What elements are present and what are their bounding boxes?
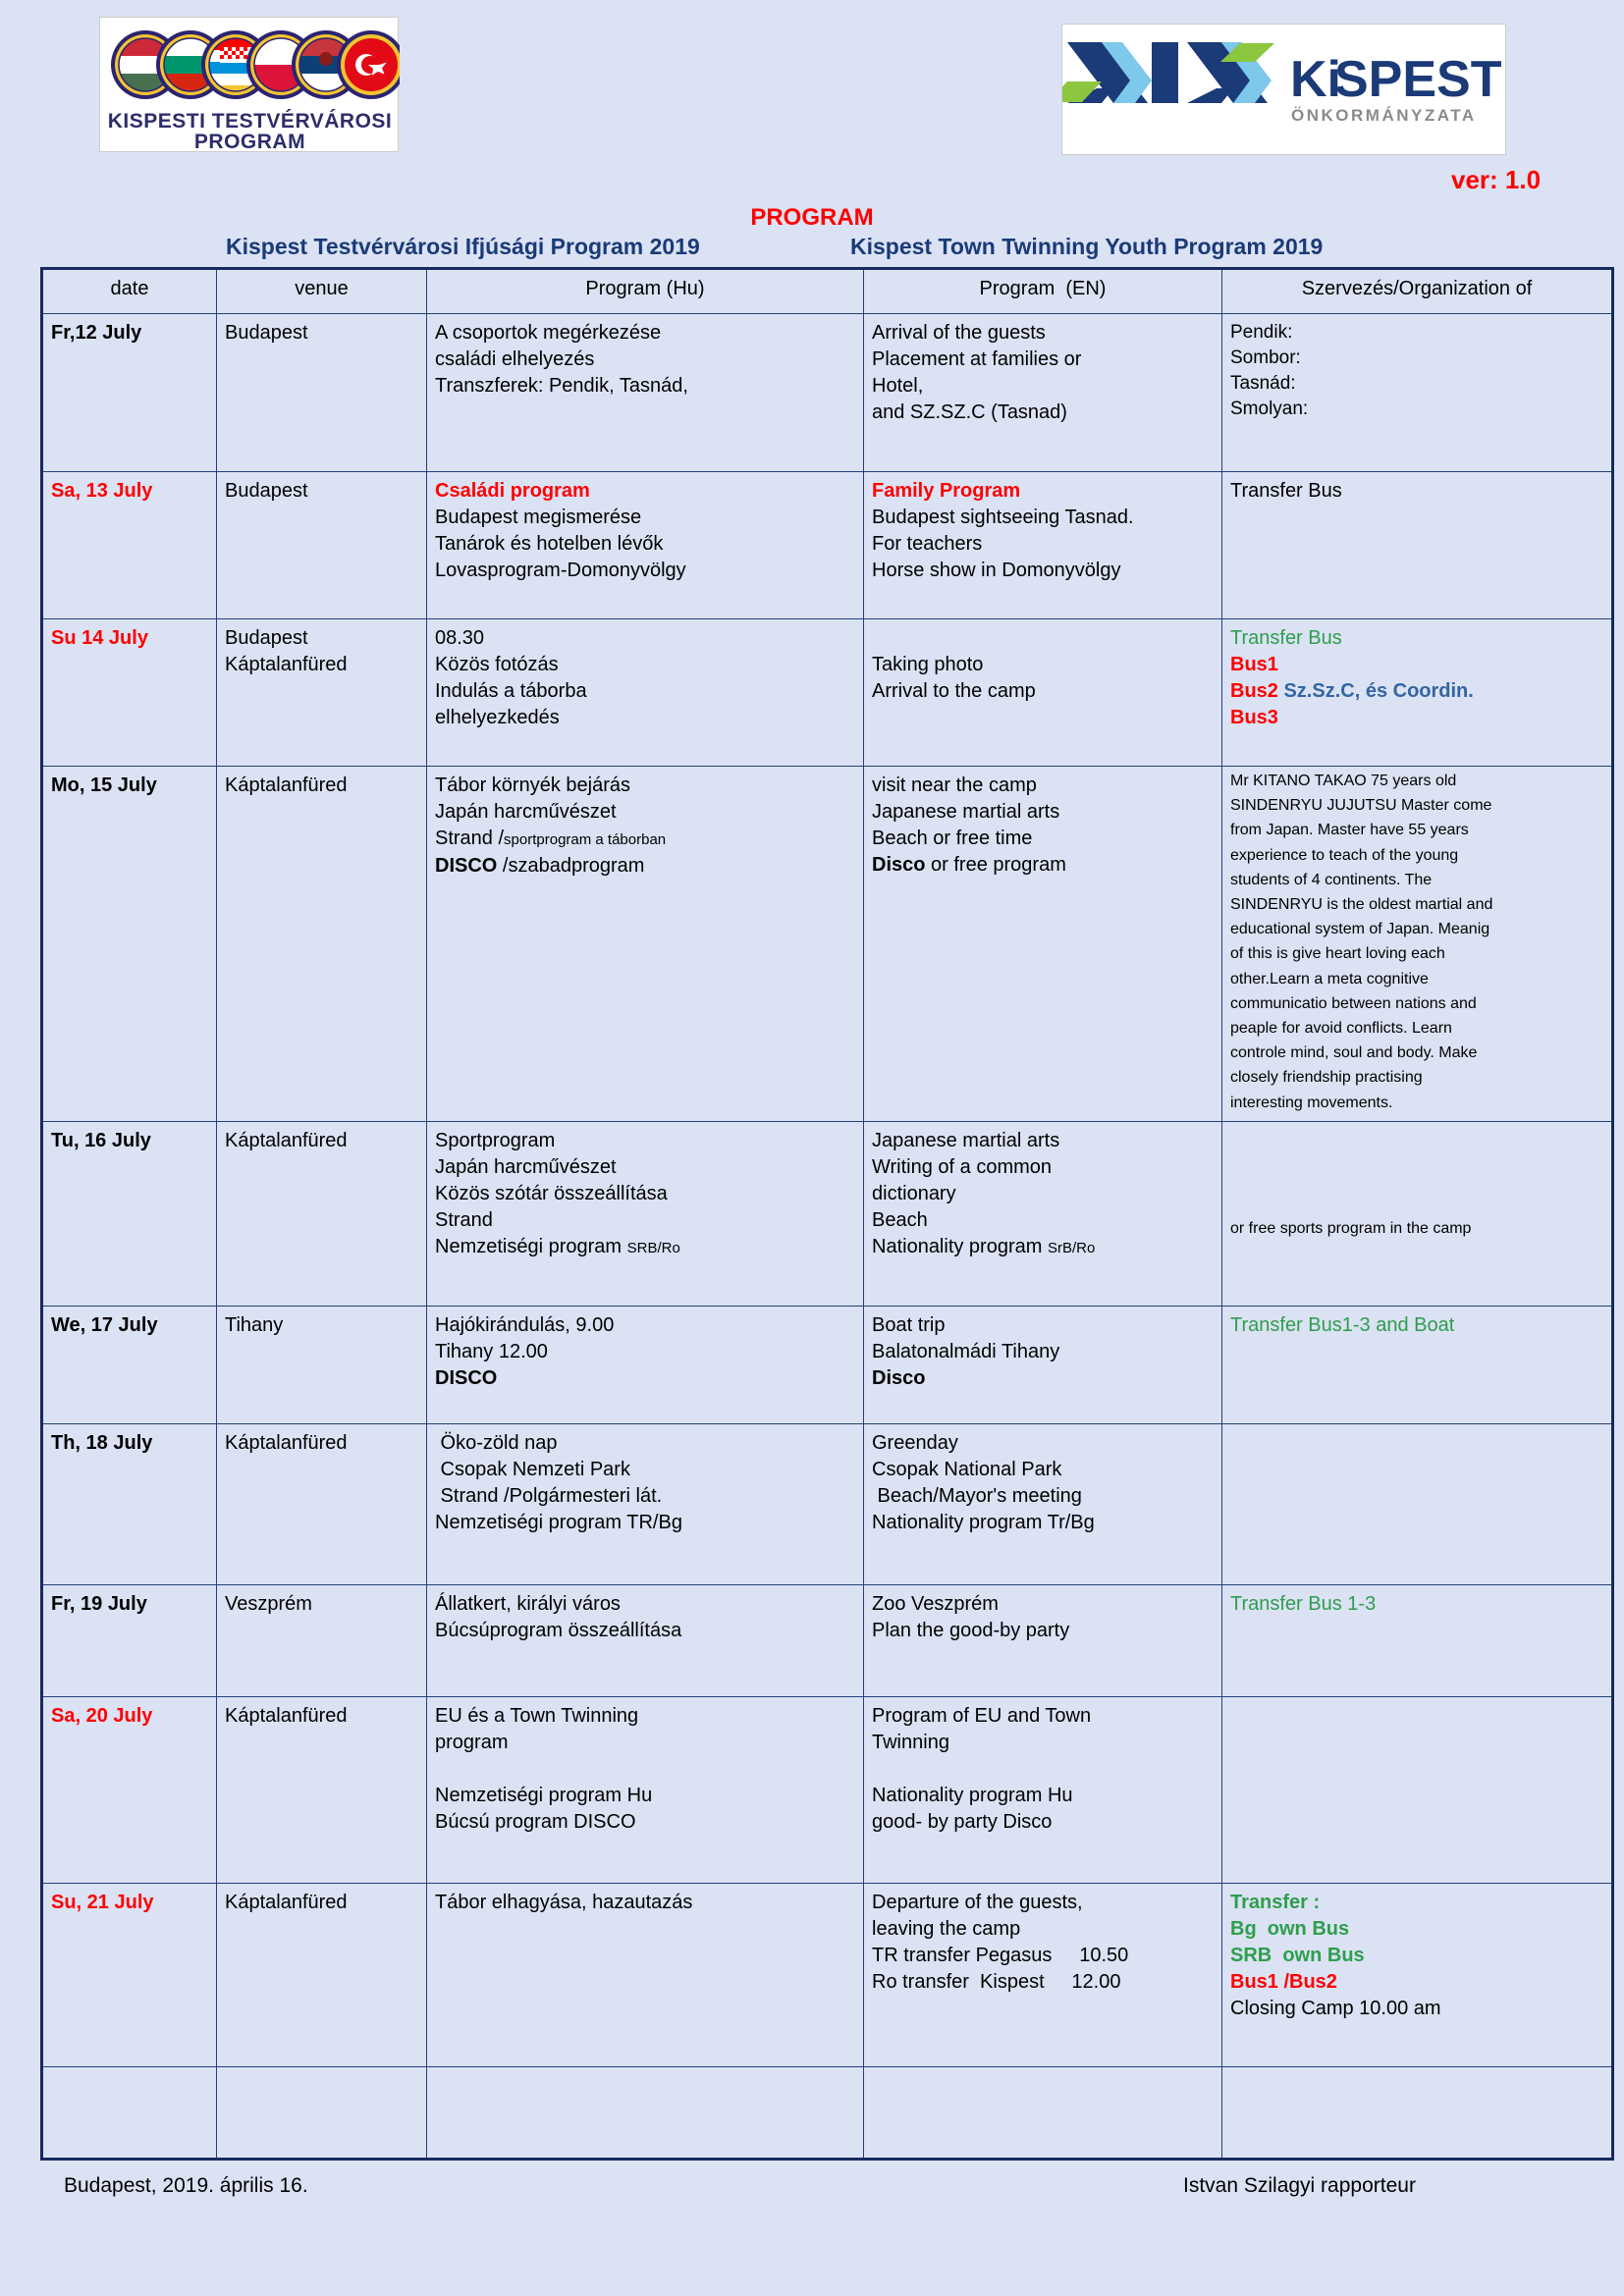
svg-text:SPEST: SPEST [1334, 51, 1502, 108]
svg-text:ÖNKORMÁNYZATA: ÖNKORMÁNYZATA [1291, 106, 1477, 125]
